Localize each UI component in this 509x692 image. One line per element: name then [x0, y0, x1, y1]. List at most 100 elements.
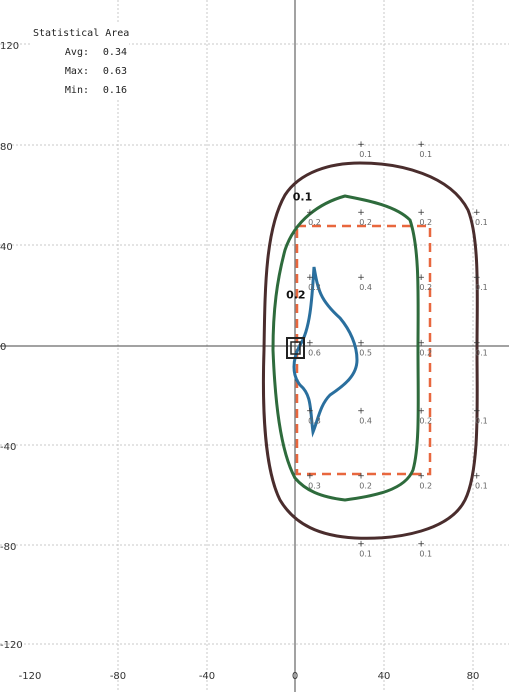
statistics-title: Statistical Area	[33, 28, 130, 39]
x-tick-label: 80	[467, 671, 480, 682]
grid-point: +0.2	[417, 208, 432, 227]
y-tick-label: 80	[0, 142, 13, 153]
grid-point-value: 0.3	[308, 283, 321, 292]
max-point-marker	[286, 337, 305, 359]
stat-row-avg: Avg: 0.34	[30, 43, 127, 62]
grid-point: +0.1	[357, 140, 372, 159]
grid-point-value: 0.2	[419, 482, 432, 491]
grid-point: +0.6	[306, 339, 321, 358]
stat-label: Max:	[64, 66, 89, 77]
stat-label: Min:	[64, 85, 89, 96]
y-tick-label: -80	[0, 542, 16, 553]
grid-point-value: 0.3	[308, 416, 321, 425]
grid-point-marker: +	[306, 208, 314, 218]
x-tick-label: -80	[110, 671, 126, 682]
grid-point: +0.2	[417, 406, 432, 425]
grid-point: +0.1	[357, 540, 372, 559]
grid-point-marker: +	[417, 472, 425, 482]
grid-point-marker: +	[417, 273, 425, 283]
grid-point-value: 0.1	[475, 283, 488, 292]
grid-point-value: 0.2	[308, 218, 321, 227]
grid-point-marker: +	[357, 339, 365, 349]
grid-point-marker: +	[357, 540, 365, 550]
grid-point-marker: +	[417, 540, 425, 550]
grid-point-value: 0.1	[419, 550, 432, 559]
grid-point-marker: +	[306, 273, 314, 283]
grid-point-value: 0.4	[359, 416, 372, 425]
grid-point-value: 0.1	[359, 550, 372, 559]
stat-value: 0.16	[102, 85, 127, 96]
grid-point: +0.1	[417, 140, 432, 159]
grid-point-value: 0.2	[359, 482, 372, 491]
grid-point: +0.1	[473, 273, 488, 292]
grid-point-marker: +	[473, 208, 481, 218]
grid-point: +0.2	[417, 273, 432, 292]
grid-point-value: 0.6	[308, 349, 321, 358]
contour-level-labels: 0.1 0.2	[286, 190, 312, 301]
grid-point: +0.1	[417, 540, 432, 559]
grid-point-value: 0.1	[419, 150, 432, 159]
grid-point-marker: +	[417, 140, 425, 150]
grid-point-value: 0.5	[359, 349, 372, 358]
grid-point: +0.2	[357, 472, 372, 491]
grid-point-marker: +	[417, 208, 425, 218]
grid-point: +0.1	[473, 406, 488, 425]
stat-label: Avg:	[64, 47, 89, 58]
stat-row-min: Min: 0.16	[30, 81, 127, 100]
y-tick-label: 40	[0, 242, 13, 253]
grid-point: +0.3	[306, 472, 321, 491]
grid-point-value: 0.2	[419, 283, 432, 292]
y-tick-label: 0	[0, 342, 6, 353]
grid-point-value: 0.2	[419, 349, 432, 358]
grid-point: +0.3	[306, 273, 321, 292]
stat-value: 0.63	[102, 66, 127, 77]
contour-0-2	[271, 194, 420, 502]
grid-point-value: 0.1	[475, 416, 488, 425]
grid-point-marker: +	[357, 472, 365, 482]
x-tick-label: 0	[292, 671, 298, 682]
grid-point-marker: +	[417, 406, 425, 416]
grid-point: +0.2	[417, 339, 432, 358]
grid-point-marker: +	[357, 208, 365, 218]
grid-point: +0.3	[306, 406, 321, 425]
grid-point-value: 0.1	[359, 150, 372, 159]
grid-point: +0.4	[357, 406, 372, 425]
y-tick-label: 120	[0, 41, 19, 52]
grid-point-value: 0.1	[475, 349, 488, 358]
contour-level-label: 0.1	[293, 190, 313, 203]
grid-point-marker: +	[473, 472, 481, 482]
grid-point-marker: +	[306, 406, 314, 416]
tick-labels: -120 -80 -40 0 40 80 120 80 40 0 -40 -80…	[0, 41, 479, 682]
grid-point-value: 0.2	[419, 416, 432, 425]
contour-0-1	[261, 161, 479, 540]
max-marker-outer	[286, 337, 305, 359]
grid-point-marker: +	[473, 339, 481, 349]
grid-point-marker: +	[473, 273, 481, 283]
y-tick-label: -120	[0, 640, 23, 651]
grid-point-marker: +	[357, 273, 365, 283]
statistics-panel: Statistical Area Avg: 0.34 Max: 0.63 Min…	[30, 24, 130, 100]
y-tick-label: -40	[0, 442, 16, 453]
grid-point-value: 0.4	[359, 283, 372, 292]
grid-point-value: 0.3	[308, 482, 321, 491]
grid-point-marker: +	[417, 339, 425, 349]
grid-point-marker: +	[357, 406, 365, 416]
grid-point-marker: +	[473, 406, 481, 416]
stat-row-max: Max: 0.63	[30, 62, 127, 81]
grid-point: +0.2	[357, 208, 372, 227]
grid-point-marker: +	[357, 140, 365, 150]
grid-point: +0.5	[357, 339, 372, 358]
stat-value: 0.34	[102, 47, 127, 58]
grid-point-value: 0.2	[359, 218, 372, 227]
grid-point: +0.1	[473, 339, 488, 358]
grid-point-value: 0.2	[419, 218, 432, 227]
contour-level-label: 0.2	[286, 288, 306, 301]
grid-point-values: +0.1+0.1+0.1+0.1+0.1+0.1+0.1+0.1+0.1+0.2…	[306, 140, 488, 558]
max-marker-inner	[290, 341, 301, 355]
x-tick-label: -120	[19, 671, 42, 682]
grid-point-value: 0.1	[475, 218, 488, 227]
grid-point-value: 0.1	[475, 482, 488, 491]
x-tick-label: 40	[378, 671, 391, 682]
